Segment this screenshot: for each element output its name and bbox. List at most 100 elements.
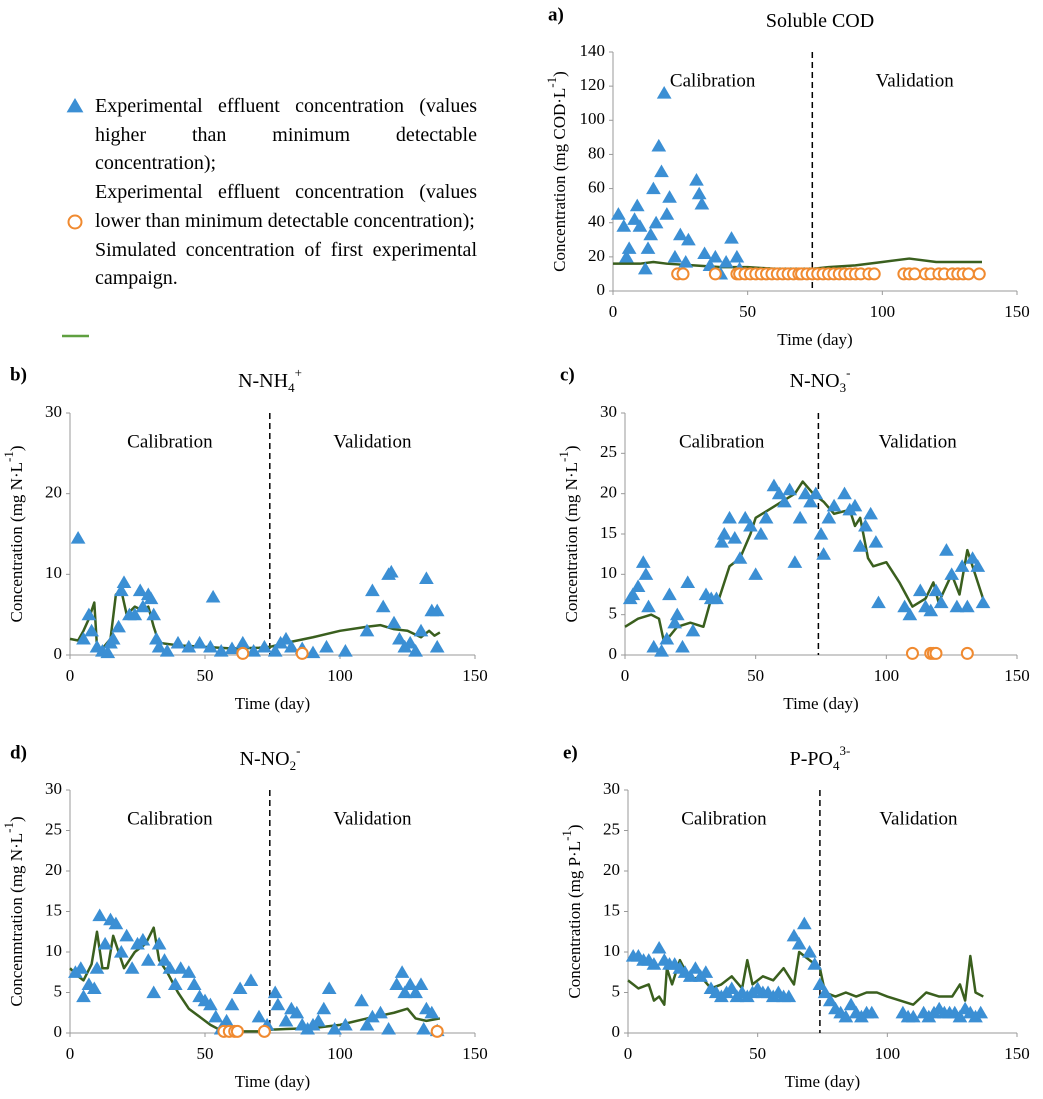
point <box>394 965 410 978</box>
point <box>813 527 829 540</box>
point <box>224 997 240 1011</box>
point <box>203 639 218 653</box>
point <box>662 587 677 601</box>
point <box>680 575 696 588</box>
annotation: Validation <box>879 808 958 829</box>
point <box>672 227 688 241</box>
point <box>383 564 399 578</box>
y-axis-label-part: -1 <box>556 451 571 462</box>
point <box>962 267 976 281</box>
point <box>365 583 380 597</box>
point <box>354 993 369 1007</box>
point <box>170 635 186 649</box>
point <box>257 639 272 653</box>
point <box>933 595 949 609</box>
y-axis-label: Concentration (mg N·L-1) <box>1 445 25 622</box>
point <box>373 1005 388 1019</box>
point <box>838 1009 854 1023</box>
y-tick-label: 0 <box>54 644 63 663</box>
point <box>698 965 714 978</box>
chart-title-part: - <box>296 743 300 758</box>
point <box>181 965 197 978</box>
point <box>257 1024 271 1038</box>
y-tick-label: 10 <box>603 941 620 960</box>
chart-title-part: 3 <box>840 380 847 395</box>
point <box>727 531 743 544</box>
point <box>625 587 641 601</box>
x-tick-label: 150 <box>462 666 488 685</box>
y-axis-label: Concentration (mg N·L-1) <box>556 445 580 622</box>
point <box>949 599 965 613</box>
point <box>959 599 975 613</box>
annotation: Calibration <box>670 70 756 91</box>
point <box>230 1024 244 1038</box>
y-tick-label: 20 <box>45 483 62 502</box>
point <box>621 241 637 254</box>
point <box>113 945 129 958</box>
x-tick-label: 100 <box>870 302 896 321</box>
point <box>635 555 651 568</box>
y-axis-label: Concentration (mg P·L-1) <box>559 824 583 998</box>
point <box>151 639 167 653</box>
simulated-line <box>69 926 441 1033</box>
x-tick-label: 50 <box>197 1044 214 1063</box>
legend-symbol <box>67 214 83 230</box>
y-tick-label: 140 <box>580 41 606 60</box>
point <box>140 953 156 966</box>
x-tick-label: 150 <box>1004 1044 1030 1063</box>
point <box>659 207 675 220</box>
point <box>630 579 646 593</box>
point <box>939 543 954 556</box>
point <box>413 623 429 637</box>
point <box>867 267 881 281</box>
point <box>808 486 824 500</box>
point <box>714 535 730 548</box>
y-tick-label: 5 <box>609 604 618 623</box>
y-tick-label: 20 <box>603 860 620 879</box>
point <box>146 607 162 621</box>
chart-title-part: + <box>295 365 302 380</box>
point <box>416 1021 432 1035</box>
x-axis-label: Time (day) <box>235 694 310 713</box>
point <box>319 639 334 653</box>
point <box>159 643 175 657</box>
point <box>973 1005 989 1019</box>
point <box>786 928 802 942</box>
point <box>430 1024 444 1038</box>
point <box>419 571 434 584</box>
point <box>311 1013 326 1027</box>
annotation: Calibration <box>127 431 213 452</box>
y-tick-label: 30 <box>600 402 617 421</box>
panel-label: c) <box>560 364 575 385</box>
point <box>408 643 423 657</box>
point <box>408 985 423 999</box>
point <box>213 643 229 657</box>
y-tick-label: 30 <box>45 402 62 421</box>
point <box>81 607 97 621</box>
chart-title-part: 3- <box>840 743 851 758</box>
point <box>826 498 842 512</box>
point <box>821 510 837 524</box>
point <box>111 619 126 633</box>
y-tick-label: 60 <box>588 177 605 196</box>
y-tick-label: 0 <box>612 1022 621 1041</box>
y-tick-label: 25 <box>603 819 620 838</box>
point <box>847 498 863 512</box>
point <box>392 631 407 645</box>
legend: Experimental effluent concentration (val… <box>95 92 477 293</box>
point <box>737 510 753 524</box>
point <box>675 639 690 653</box>
x-axis-label: Time (day) <box>777 330 852 349</box>
point <box>970 559 986 572</box>
point <box>782 482 797 496</box>
annotation: Calibration <box>679 431 765 452</box>
point <box>627 212 642 225</box>
point <box>667 615 683 629</box>
point <box>722 510 737 524</box>
y-tick-label: 0 <box>609 644 618 663</box>
annotation: Validation <box>879 431 958 452</box>
point <box>905 1009 921 1023</box>
point <box>975 595 991 609</box>
point <box>375 599 391 613</box>
x-tick-label: 50 <box>197 666 214 685</box>
